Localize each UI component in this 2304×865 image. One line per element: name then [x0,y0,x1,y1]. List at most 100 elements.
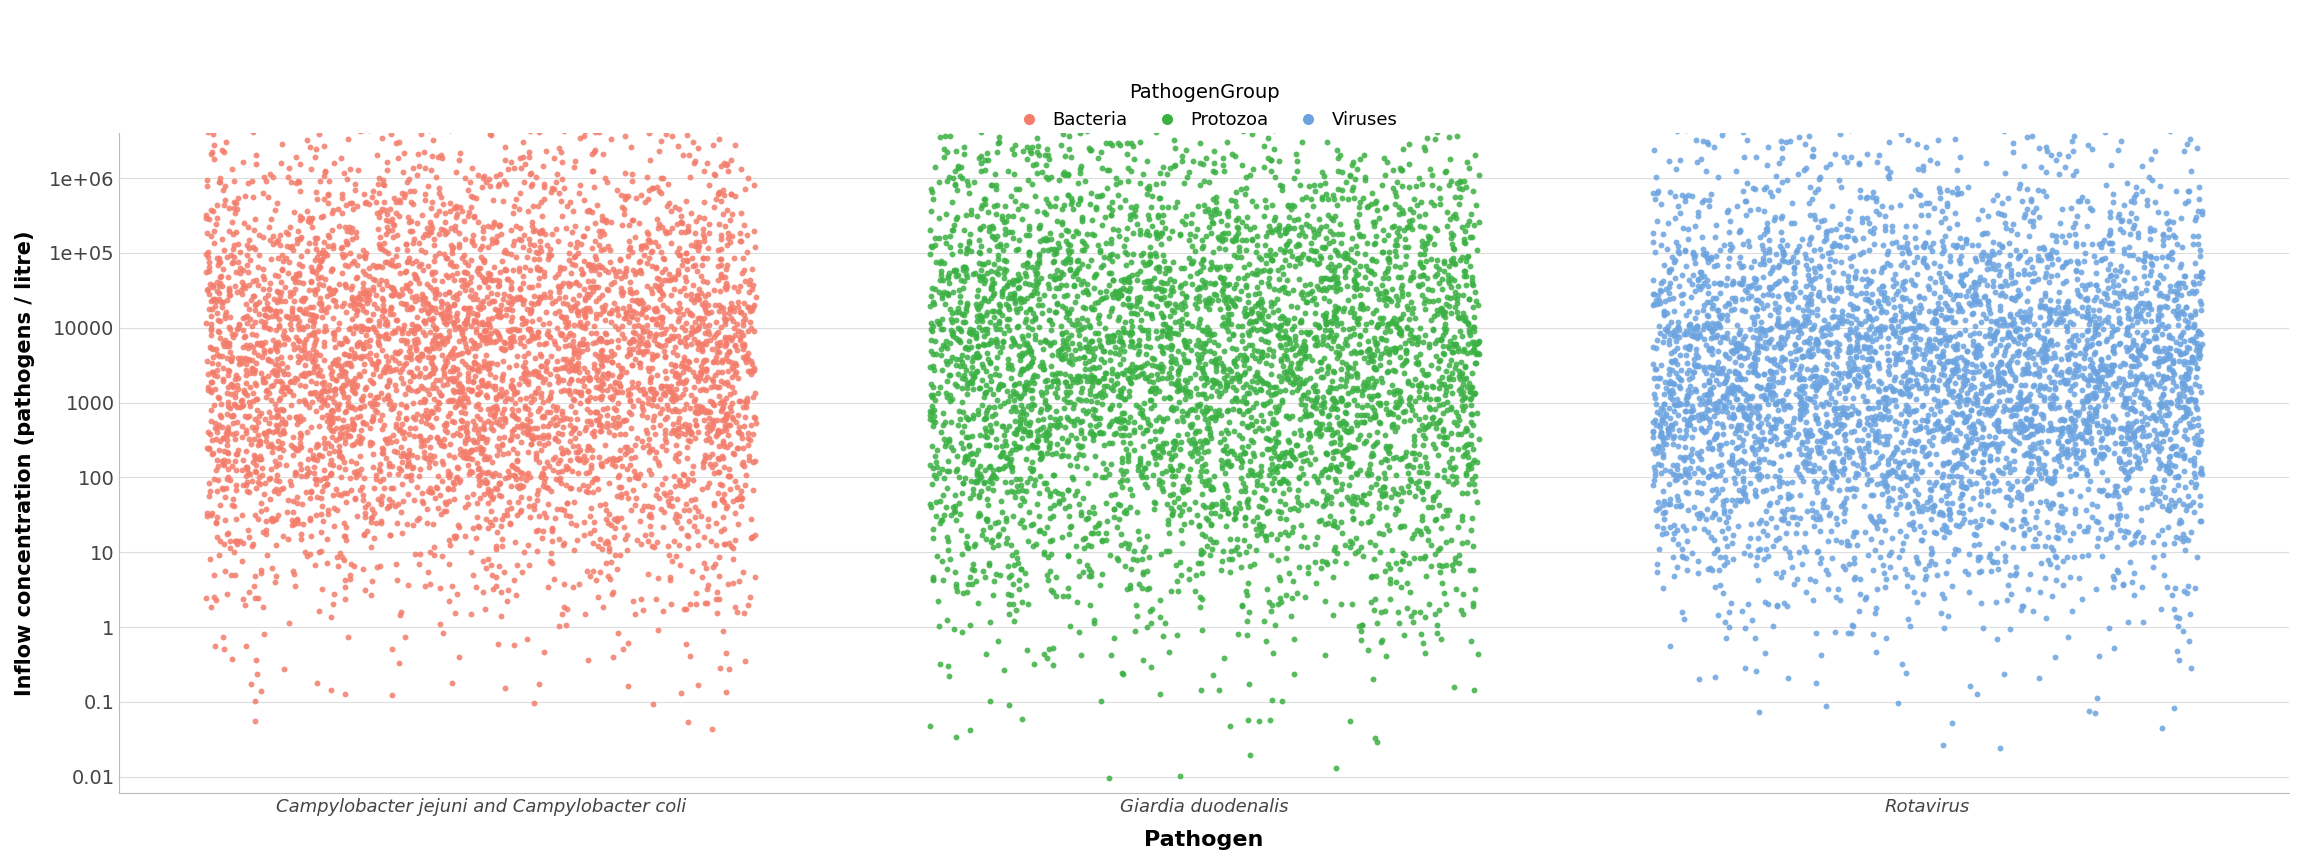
Bacteria [495,573,532,586]
Bacteria [509,632,546,646]
Viruses [2182,465,2219,478]
Bacteria [477,260,514,274]
Viruses [1848,279,1885,293]
Protozoa [1120,524,1157,538]
Protozoa [1286,278,1322,292]
Bacteria [217,398,253,412]
Viruses [2044,313,2081,327]
Protozoa [1445,377,1481,391]
Bacteria [376,362,412,376]
Viruses [2004,528,2041,541]
Viruses [1896,342,1933,356]
Protozoa [952,340,988,354]
Bacteria [316,356,353,369]
Viruses [1940,457,1977,471]
Viruses [1813,460,1850,474]
Bacteria [415,360,452,374]
Protozoa [1113,581,1150,595]
Protozoa [1207,457,1244,471]
Viruses [1714,400,1751,414]
Bacteria [567,254,604,268]
Bacteria [302,254,339,268]
Bacteria [419,481,456,495]
Bacteria [272,323,309,336]
Viruses [1875,326,1912,340]
Viruses [1700,304,1737,317]
Viruses [1744,238,1781,252]
Bacteria [673,252,710,266]
Protozoa [1157,440,1193,454]
Bacteria [424,307,461,321]
Viruses [1998,293,2034,307]
Viruses [1894,277,1931,291]
Protozoa [1382,326,1419,340]
Viruses [2083,383,2120,397]
Protozoa [1221,245,1258,259]
Protozoa [988,319,1025,333]
Bacteria [703,227,740,241]
Bacteria [276,330,313,344]
Protozoa [1428,339,1465,353]
Viruses [1700,308,1737,322]
Bacteria [309,556,346,570]
Viruses [1788,399,1825,413]
Protozoa [1113,314,1150,328]
Bacteria [583,289,620,303]
Viruses [1857,458,1894,472]
Bacteria [484,354,521,368]
Bacteria [297,236,334,250]
Viruses [1730,240,1767,253]
Viruses [2122,297,2159,311]
Protozoa [1064,300,1101,314]
Bacteria [585,368,622,381]
Viruses [1880,696,1917,710]
Viruses [1896,348,1933,362]
Bacteria [472,128,509,142]
Viruses [2104,579,2140,593]
Viruses [1827,328,1864,342]
Protozoa [1392,202,1428,216]
Viruses [1693,530,1730,544]
Bacteria [707,375,744,388]
Bacteria [645,486,682,500]
Protozoa [1433,386,1470,400]
Viruses [1687,248,1723,262]
Viruses [1744,484,1781,497]
Viruses [1896,255,1933,269]
Bacteria [629,317,666,331]
Viruses [2055,422,2092,436]
Protozoa [1371,356,1408,369]
Viruses [2060,406,2097,420]
Bacteria [569,564,606,578]
Bacteria [350,269,387,283]
Protozoa [972,229,1009,243]
Protozoa [1207,424,1244,438]
Bacteria [458,580,495,593]
Bacteria [288,351,325,365]
Bacteria [346,123,382,137]
Bacteria [329,356,366,369]
Protozoa [1161,508,1198,522]
Viruses [2069,466,2106,480]
Bacteria [207,293,244,307]
Bacteria [196,567,233,581]
Viruses [1846,462,1882,476]
Bacteria [574,501,611,515]
Bacteria [196,224,233,238]
Bacteria [717,506,753,520]
Viruses [1922,493,1958,507]
Viruses [1940,458,1977,471]
Bacteria [394,382,431,396]
Bacteria [228,352,265,366]
Protozoa [1270,198,1306,212]
Viruses [1790,349,1827,363]
Bacteria [523,386,560,400]
Viruses [2016,317,2053,330]
Protozoa [1037,484,1074,497]
Viruses [1675,252,1712,266]
Viruses [2007,362,2044,376]
Bacteria [700,260,737,273]
Protozoa [1329,260,1366,273]
Bacteria [518,488,555,502]
Viruses [1841,418,1878,432]
